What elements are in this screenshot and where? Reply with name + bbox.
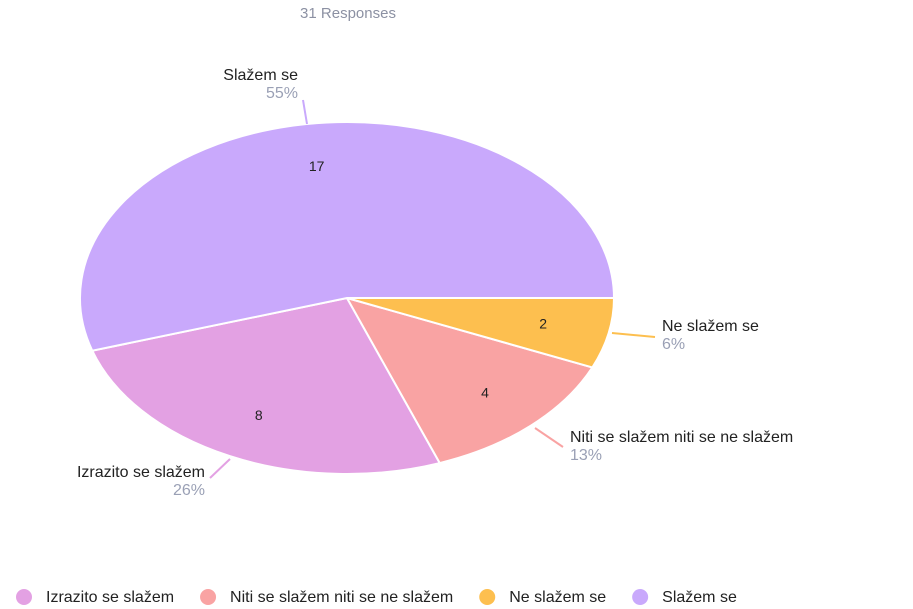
slice-percent: 55% bbox=[266, 85, 298, 102]
legend-label: Niti se slažem niti se ne slažem bbox=[230, 589, 453, 606]
legend-label: Slažem se bbox=[662, 589, 737, 606]
slice-count: 2 bbox=[539, 315, 547, 331]
slice-label: Slažem se bbox=[223, 67, 298, 84]
legend-label: Ne slažem se bbox=[509, 589, 606, 606]
slice-count: 17 bbox=[309, 158, 325, 174]
slice-count: 8 bbox=[255, 407, 263, 423]
slice-percent: 13% bbox=[570, 447, 602, 464]
leader-line bbox=[611, 332, 656, 338]
slice-count: 4 bbox=[481, 384, 489, 400]
legend-label: Izrazito se slažem bbox=[46, 589, 174, 606]
legend-swatch bbox=[479, 589, 496, 605]
chart-subtitle: 31 Responses bbox=[300, 5, 396, 22]
pie-slice bbox=[90, 296, 442, 475]
slice-label: Izrazito se slažem bbox=[77, 464, 205, 481]
slice-label: Niti se slažem niti se ne slažem bbox=[570, 429, 793, 446]
legend-swatch bbox=[16, 589, 32, 605]
leader-line bbox=[209, 458, 231, 479]
slice-percent: 26% bbox=[173, 482, 205, 499]
legend-swatch bbox=[200, 589, 217, 605]
slice-label: Ne slažem se bbox=[662, 318, 759, 335]
leader-line bbox=[302, 99, 308, 125]
leader-line bbox=[534, 427, 564, 448]
pie-slice bbox=[344, 296, 594, 465]
legend-swatch bbox=[632, 589, 649, 605]
slice-percent: 6% bbox=[662, 336, 685, 353]
